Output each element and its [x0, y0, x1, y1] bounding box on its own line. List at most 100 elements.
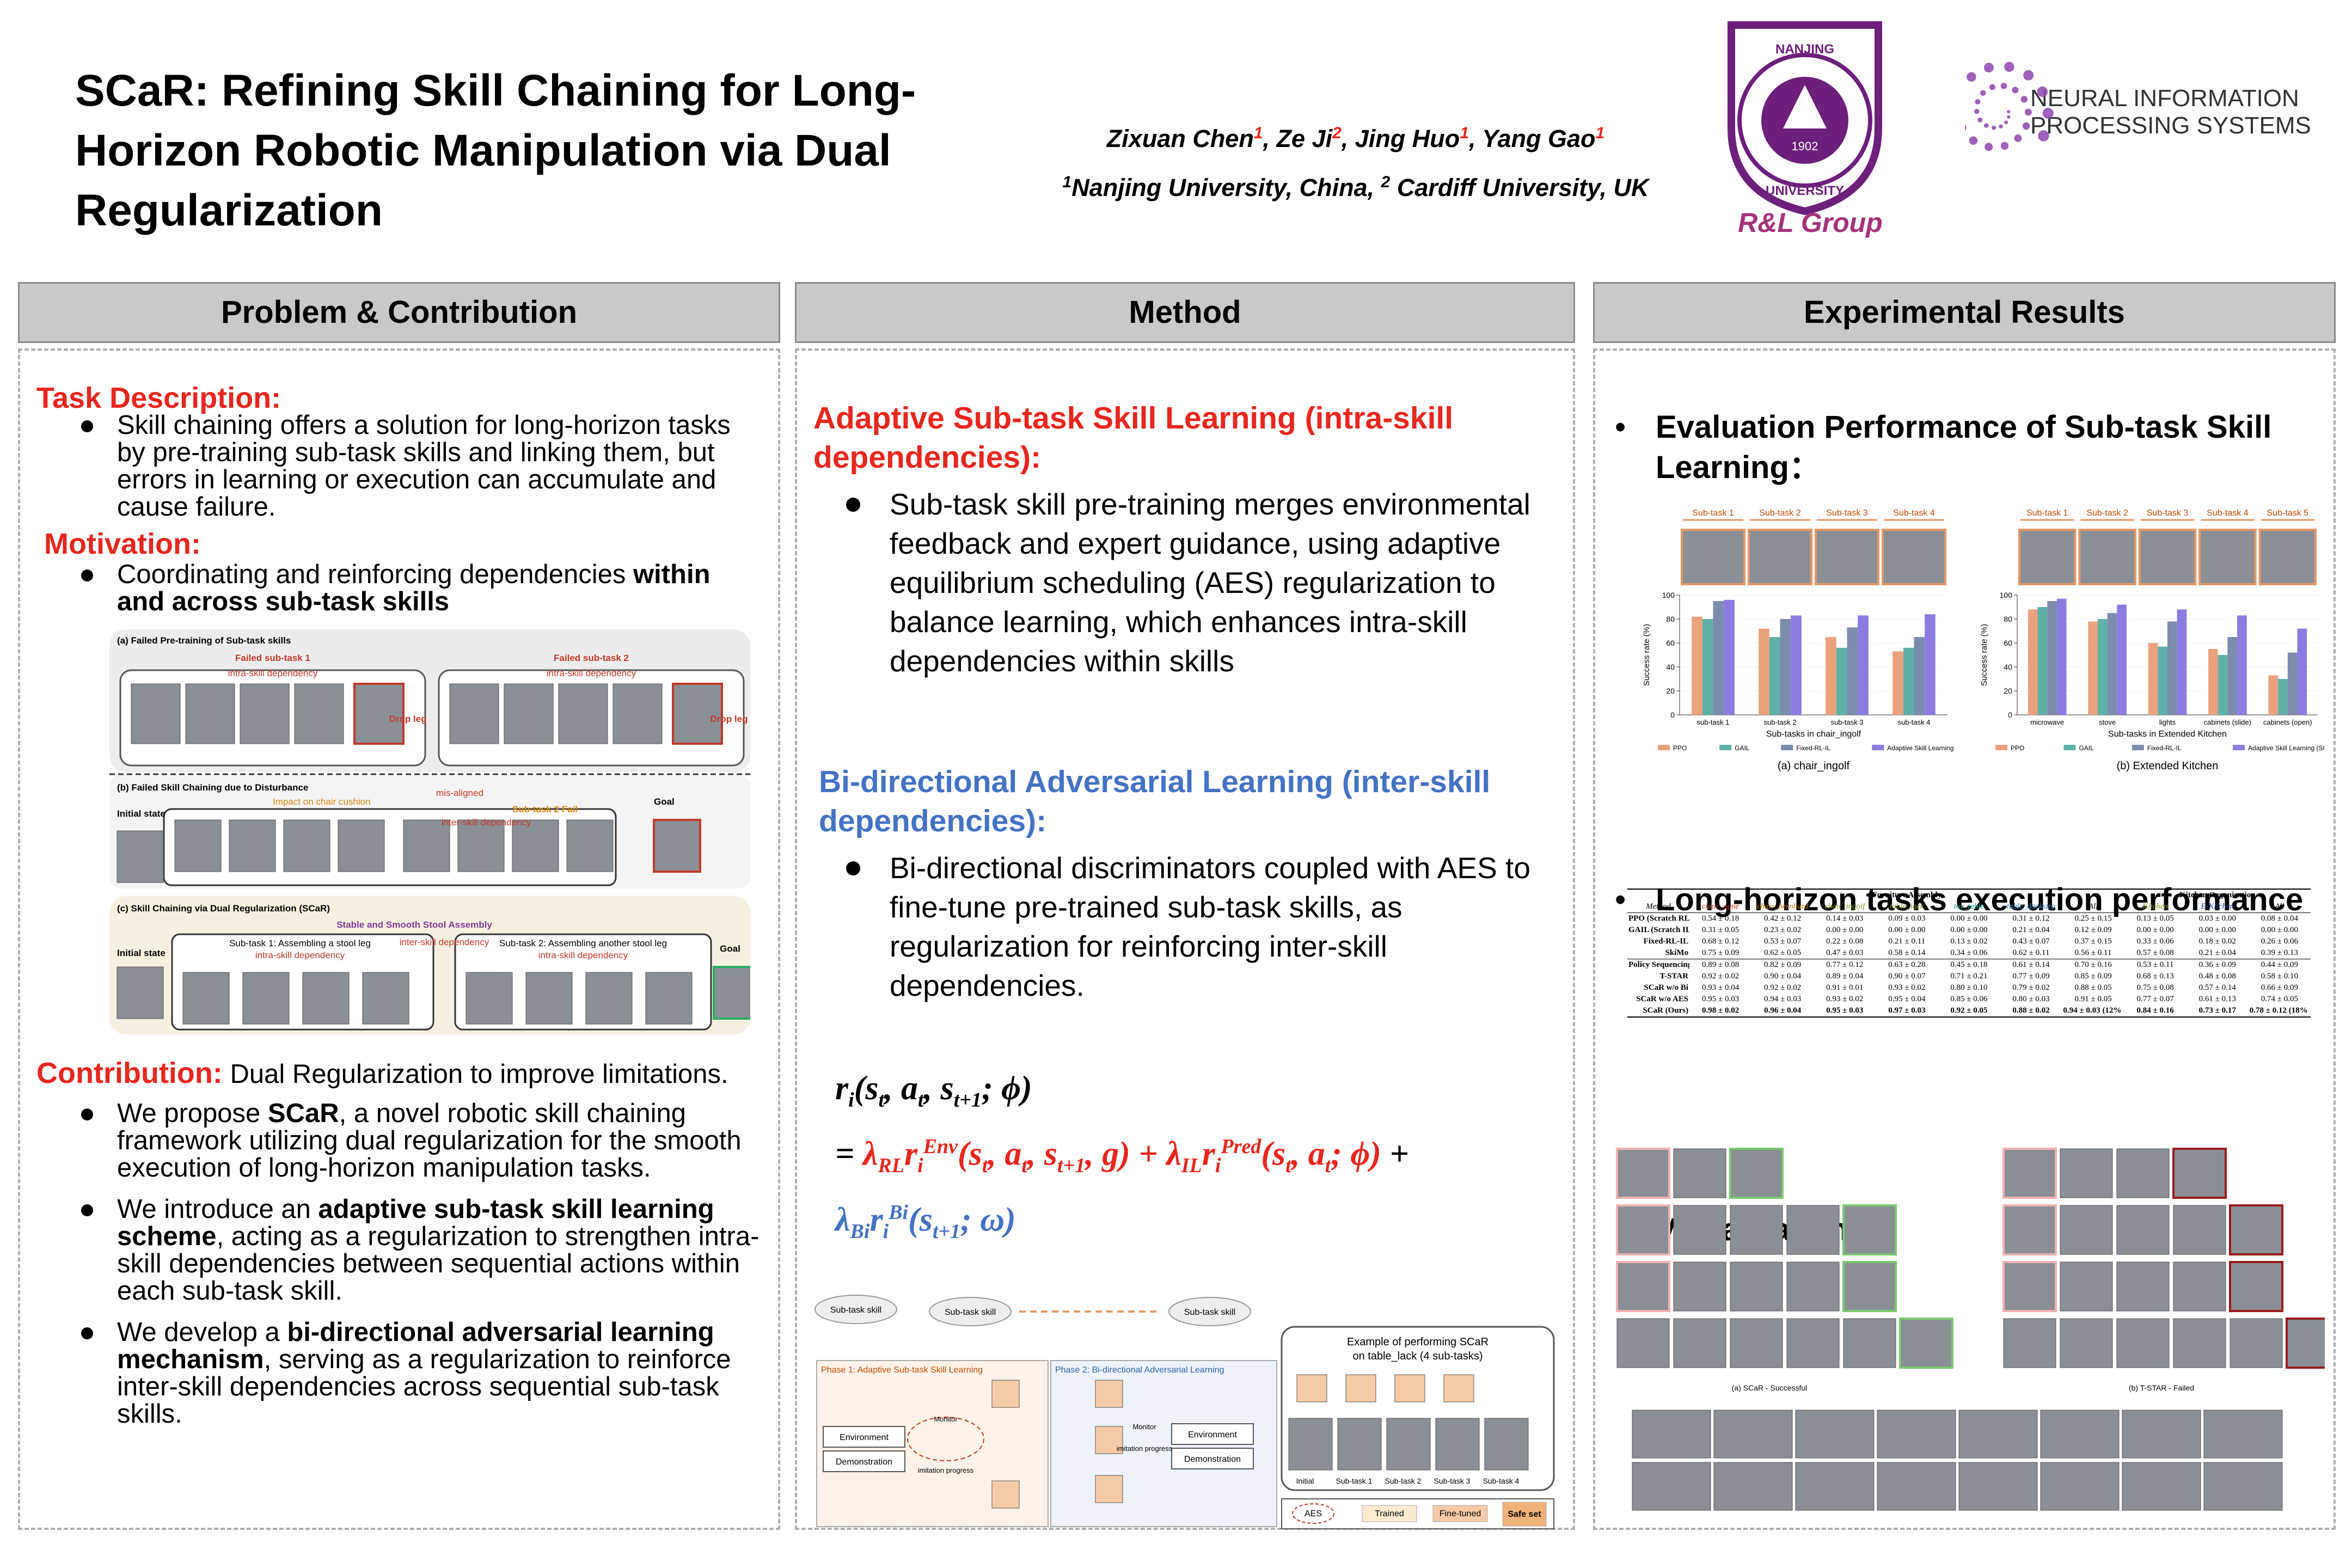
- bar-chart: Sub-task 1 Sub-task 2 Sub-task 3 Sub-task 4…: [1642, 509, 1954, 772]
- legend-label: Adaptive Skill Learning (SCaR): [1887, 744, 1954, 752]
- logo-dot: [1975, 99, 1981, 105]
- table-cell: 0.75 ± 0.08: [2136, 983, 2174, 992]
- photo: [240, 683, 290, 744]
- table-cell: SkiMo: [1665, 948, 1689, 957]
- bar: [2227, 637, 2238, 715]
- figure-labels: (a) Failed Pre-training of Sub-task skil…: [117, 635, 748, 960]
- table-header: All: [2088, 902, 2098, 911]
- photo: [2060, 1205, 2113, 1255]
- photo: [1815, 529, 1879, 585]
- logo-dot: [1965, 124, 1967, 131]
- table-group: Furniture Assembly: [1689, 889, 2124, 901]
- table-cell: 0.97 ± 0.03: [1876, 1005, 1938, 1018]
- logo-dot: [2007, 115, 2011, 119]
- logo-dot: [2014, 134, 2022, 142]
- bullet-list: We propose SCaR, a novel robotic skill c…: [36, 1100, 762, 1428]
- table-cell: 0.96 ± 0.04: [1751, 1005, 1814, 1018]
- author-name: Zixuan Chen: [1106, 125, 1254, 152]
- table-cell: 0.25 ± 0.15: [2074, 914, 2112, 923]
- photo: [1729, 1148, 1784, 1199]
- author-affil: 1: [1253, 124, 1263, 142]
- bar: [2088, 621, 2098, 715]
- logo-dot: [2023, 70, 2034, 81]
- skill-tile: [1296, 1374, 1327, 1402]
- table-cell: 0.21 ± 0.04: [2012, 926, 2050, 934]
- diagram-box: [1171, 1423, 1254, 1445]
- photo: [2229, 1261, 2283, 1312]
- nju-logo: NANJING UNIVERSITY 1902: [1728, 21, 1882, 216]
- table-header: Method: [1646, 902, 1671, 911]
- photo: [2229, 1204, 2283, 1255]
- diagram-label: Example of performing SCaR: [1347, 1336, 1489, 1348]
- figure-label: intra-skill dependency: [547, 668, 636, 678]
- photo: [612, 683, 663, 744]
- table-cell: 0.57 ± 0.14: [2198, 983, 2236, 992]
- table-cell: 0.91 ± 0.05: [2074, 995, 2112, 1003]
- x-tick-label: cabinets (slide): [2204, 718, 2251, 726]
- photo: [283, 819, 330, 872]
- bullet-list: Coordinating and reinforcing dependencie…: [36, 561, 762, 615]
- bar: [1836, 647, 1847, 715]
- skill-node: [929, 1297, 1012, 1327]
- table-cell: 0.75 ± 0.09: [1702, 948, 1739, 957]
- x-tick-label: lights: [2159, 718, 2176, 726]
- equation-line: λBiriBi(st+1; ω): [835, 1189, 1557, 1255]
- logo-dot: [2022, 122, 2030, 130]
- x-axis-title: Sub-tasks in Extended Kitchen: [2108, 730, 2227, 739]
- bar: [2056, 598, 2067, 715]
- aes-node: [907, 1417, 984, 1462]
- diagram-label: Sub-task 4: [1483, 1477, 1520, 1485]
- legend-swatch: [1719, 745, 1732, 750]
- photo: [585, 972, 633, 1025]
- neurips-logo: NEURAL INFORMATION PROCESSING SYSTEMS: [1965, 62, 2311, 151]
- legend-label: Fixed-RL-IL: [1796, 744, 1830, 752]
- y-tick-label: 100: [2000, 591, 2013, 599]
- y-tick-label: 20: [1666, 687, 1675, 695]
- photo: [558, 683, 608, 744]
- text-fragment: within and across sub-task skills: [117, 560, 710, 616]
- table-cell: 0.82 ± 0.09: [1764, 960, 1802, 969]
- visualization: (a) SCaR - Successful (b) T-STAR - Faile…: [1616, 1148, 2325, 1511]
- bar: [1925, 614, 1935, 715]
- photo: [294, 683, 344, 744]
- diagram-box: [1171, 1448, 1254, 1470]
- photo: [1673, 1318, 1726, 1368]
- text: We introduce an: [117, 1195, 318, 1224]
- bullet-list: Bi-directional discriminators coupled wi…: [813, 848, 1557, 1005]
- table-cell: 0.43 ± 0.07: [2012, 937, 2050, 946]
- photo: [449, 683, 499, 744]
- photo: [1616, 1204, 1670, 1255]
- text-fragment: bi-directional adversarial learning mech…: [117, 1318, 714, 1374]
- table-cell: 0.80 ± 0.03: [2012, 995, 2050, 1003]
- table-cell: 0.57 ± 0.08: [2136, 948, 2174, 957]
- x-tick-label: sub-task 1: [1697, 718, 1730, 726]
- bar: [1702, 619, 1713, 715]
- photo: [1616, 1148, 1670, 1199]
- logo-ring: [1737, 53, 1872, 188]
- y-tick-label: 0: [1670, 710, 1675, 719]
- text: We propose: [117, 1099, 268, 1128]
- bar: [2287, 652, 2298, 715]
- table-cell: 0.77 ± 0.12: [1826, 960, 1864, 969]
- affil-mark: 2: [1381, 173, 1391, 191]
- text: , serving as a regularization to reinfor…: [117, 1345, 731, 1429]
- author-line: Zixuan Chen1, Ze Ji2, Jing Huo1, Yang Ga…: [1034, 112, 1677, 161]
- text-fragment: r: [1202, 1136, 1215, 1173]
- table-cell: 0.79 ± 0.02: [2012, 983, 2050, 992]
- table-cell: 0.90 ± 0.07: [1888, 972, 1926, 981]
- y-tick-label: 80: [1666, 615, 1675, 623]
- section-header: Problem & Contribution: [18, 282, 780, 343]
- photo: [465, 972, 513, 1025]
- logo-dot: [2004, 62, 2014, 72]
- photo: [1786, 1318, 1840, 1368]
- diagram-label: Trained: [1375, 1509, 1404, 1518]
- table-cell: 0.77 ± 0.07: [2136, 995, 2174, 1003]
- y-tick-label: 100: [1662, 591, 1675, 599]
- text-fragment: t: [1325, 1154, 1331, 1178]
- table-cell: 0.95 ± 0.03: [1814, 1005, 1876, 1018]
- table-cell: SCaR w/o Bi: [1644, 983, 1689, 992]
- photo: [1730, 1261, 1783, 1312]
- photo: [362, 972, 409, 1025]
- table-row: Fixed-RL-IL 0.68 ± 0.12 0.53 ± 0.07 0.22 ± …: [1627, 936, 2311, 947]
- bullet: Coordinating and reinforcing dependencie…: [36, 561, 762, 615]
